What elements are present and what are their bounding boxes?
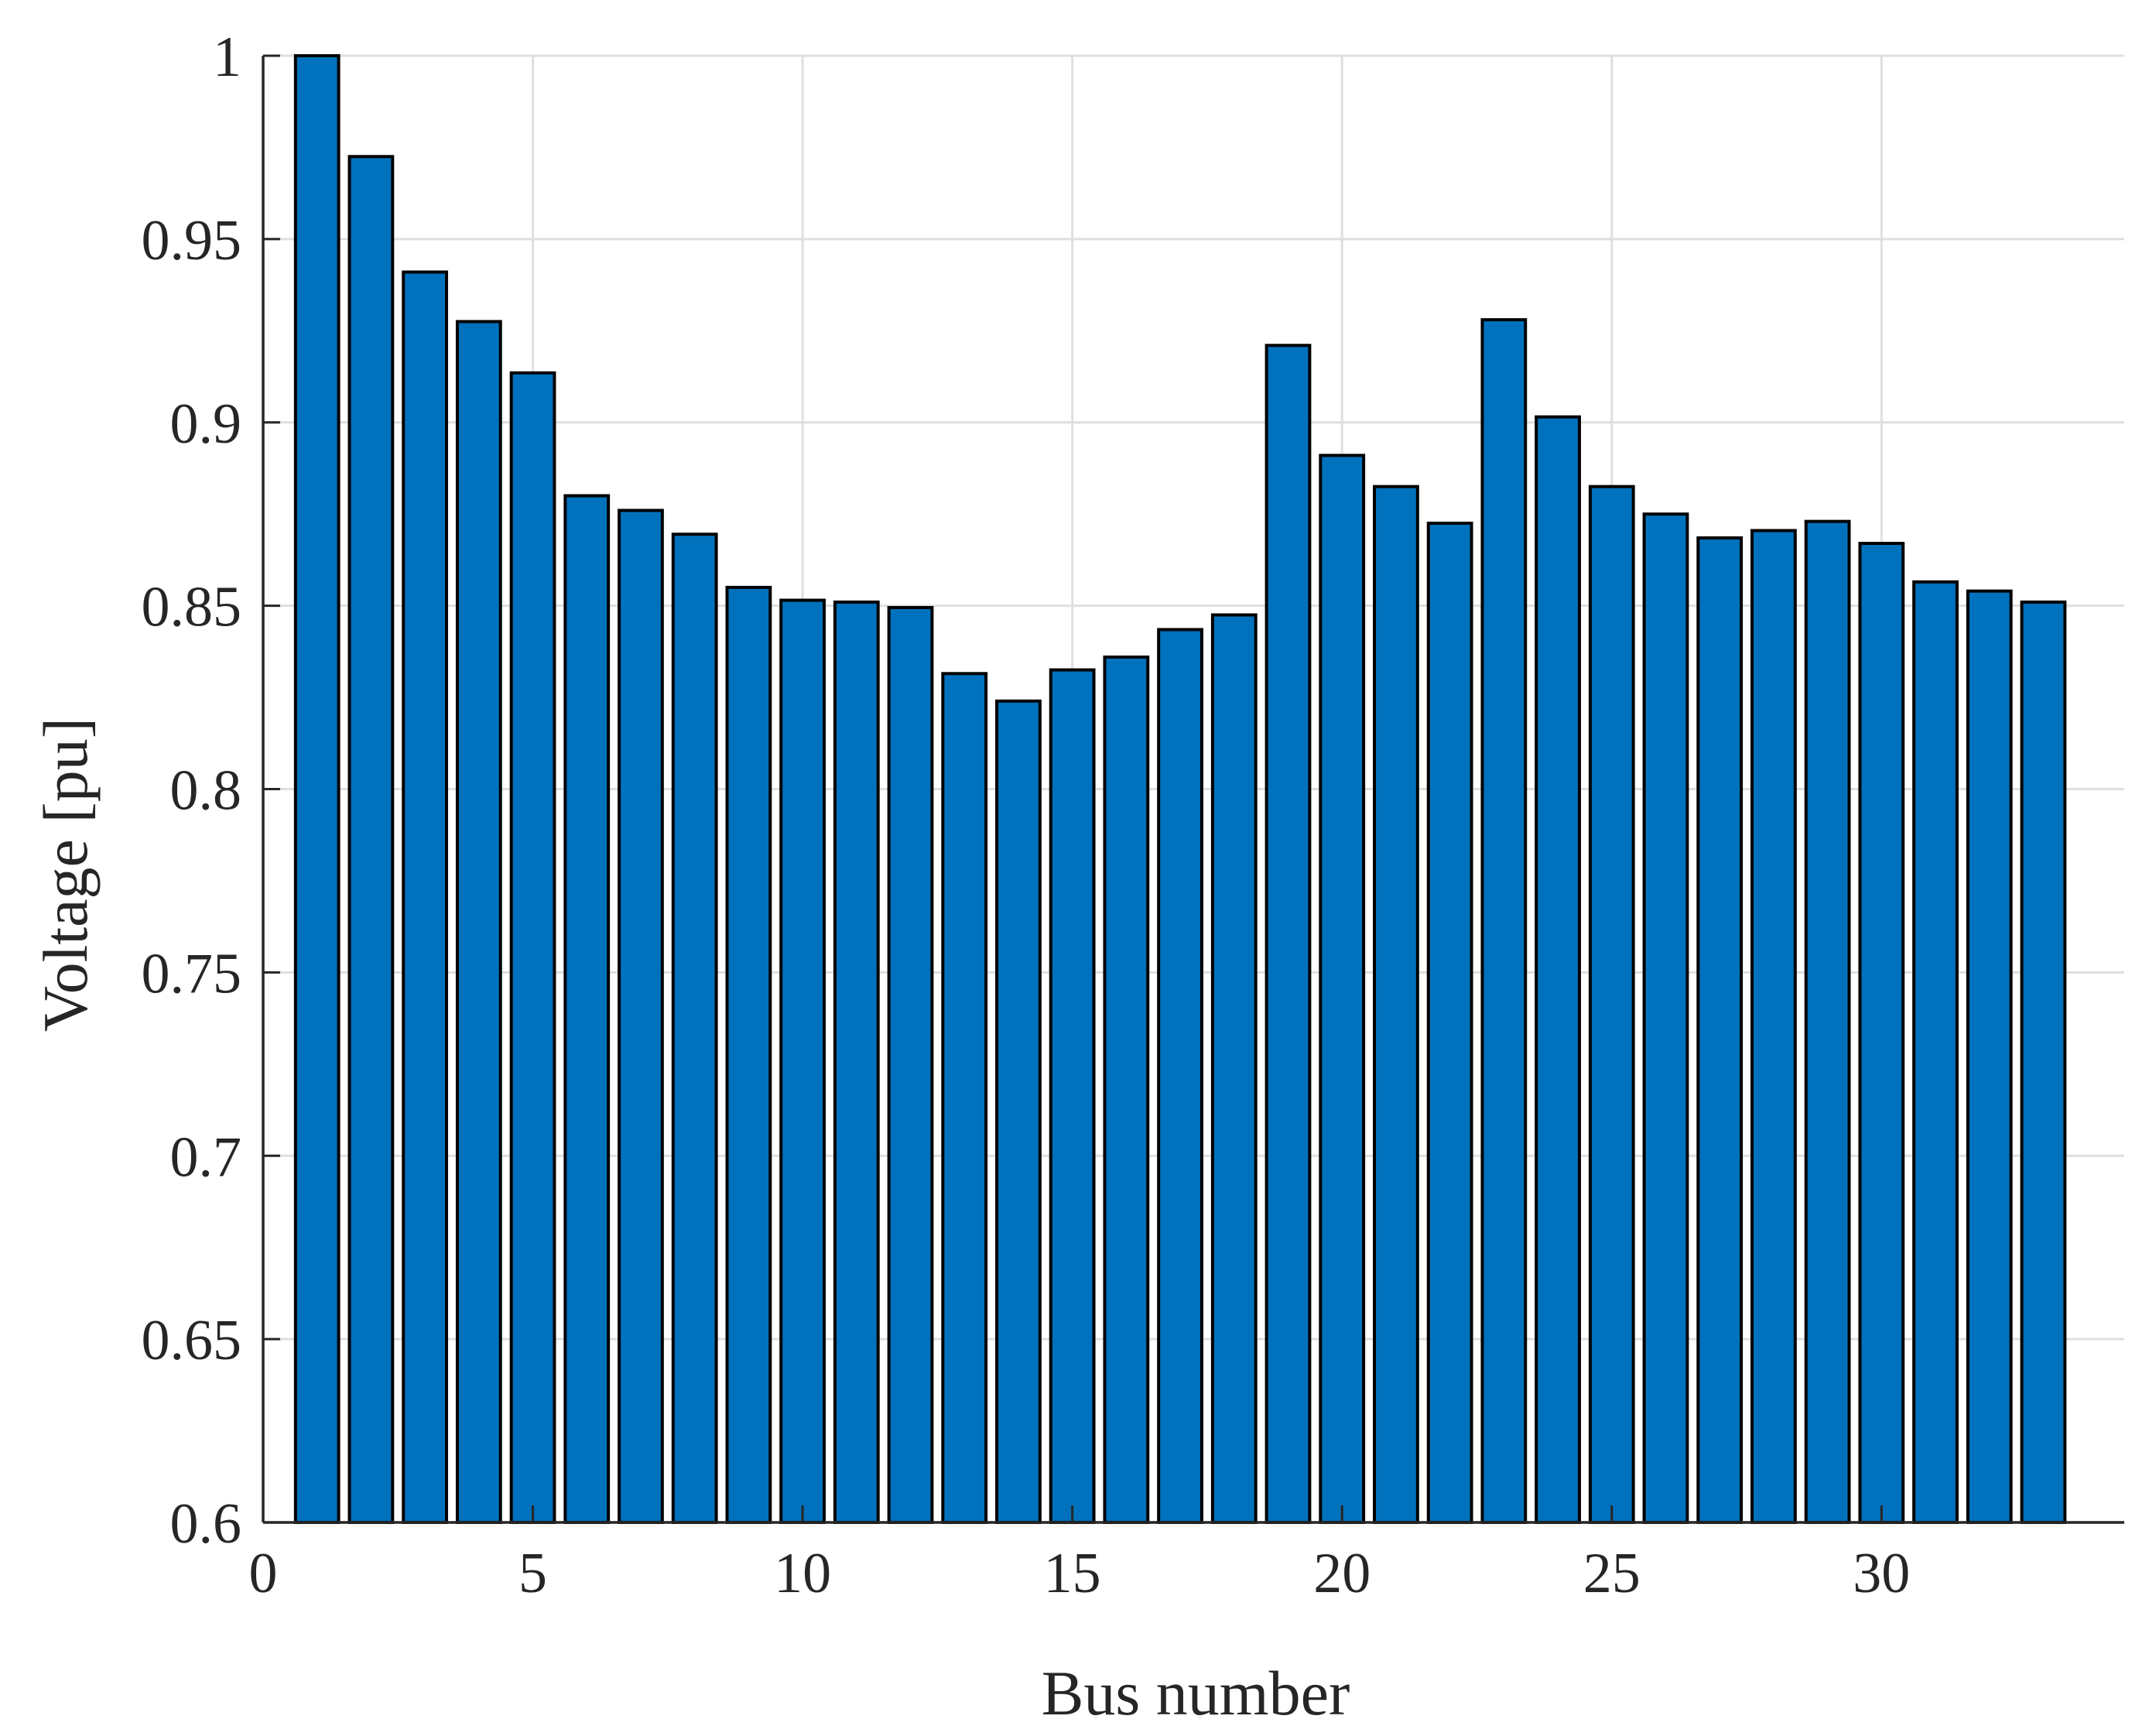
bar-bus-2 xyxy=(347,155,395,1524)
bar-bus-11 xyxy=(833,600,880,1525)
x-tick-label: 0 xyxy=(249,1542,278,1605)
bar-bus-10 xyxy=(779,598,826,1524)
x-tick-label: 30 xyxy=(1853,1542,1910,1605)
bar-bus-6 xyxy=(563,494,611,1524)
y-tick-label: 0.75 xyxy=(142,942,242,1005)
bar-bus-33 xyxy=(2020,600,2067,1525)
x-tick-label: 25 xyxy=(1583,1542,1641,1605)
y-axis-label: Voltage [pu] xyxy=(30,717,101,1032)
y-tick-label: 0.9 xyxy=(170,392,242,456)
tick-labels: 0 5 10 15 20 25 30 0.6 0.65 0.7 0.75 0.8 0.85 0.9 0.95… xyxy=(142,26,1911,1605)
bar-bus-23 xyxy=(1480,318,1528,1525)
x-tick-label: 20 xyxy=(1313,1542,1371,1605)
bars xyxy=(293,54,2067,1525)
x-tick-label: 15 xyxy=(1044,1542,1101,1605)
bar-bus-24 xyxy=(1535,415,1581,1524)
bar-bus-18 xyxy=(1210,613,1258,1524)
bar-bus-19 xyxy=(1265,344,1312,1525)
bar-bus-4 xyxy=(455,320,502,1524)
bar-bus-27 xyxy=(1696,536,1744,1525)
y-tick-label: 1 xyxy=(213,26,241,89)
bar-bus-13 xyxy=(941,672,988,1524)
bar-bus-15 xyxy=(1049,668,1096,1524)
bar-bus-29 xyxy=(1804,519,1851,1524)
bar-bus-26 xyxy=(1642,512,1689,1524)
bar-bus-12 xyxy=(887,605,934,1524)
bar-bus-3 xyxy=(402,270,449,1525)
bar-bus-32 xyxy=(1966,589,2013,1524)
bar-bus-14 xyxy=(995,699,1042,1524)
bar-bus-21 xyxy=(1373,485,1419,1524)
y-tick-label: 0.65 xyxy=(142,1309,242,1372)
bar-bus-25 xyxy=(1588,485,1635,1524)
bar-bus-9 xyxy=(725,585,772,1524)
y-tick-label: 0.7 xyxy=(170,1125,242,1189)
bar-bus-8 xyxy=(671,533,718,1524)
y-tick-label: 0.85 xyxy=(142,576,242,639)
x-tick-label: 5 xyxy=(518,1542,547,1605)
axes xyxy=(262,54,2124,1524)
bar-bus-28 xyxy=(1750,529,1797,1524)
bar-bus-1 xyxy=(293,54,341,1524)
bar-bus-20 xyxy=(1319,454,1366,1525)
bar-bus-30 xyxy=(1858,542,1905,1524)
bar-bus-7 xyxy=(618,509,664,1525)
x-axis-label: Bus number xyxy=(1042,1658,1350,1726)
y-tick-label: 0.95 xyxy=(142,209,242,272)
bar-bus-16 xyxy=(1103,655,1150,1525)
bar-bus-31 xyxy=(1912,580,1959,1524)
bar-bus-17 xyxy=(1157,628,1203,1525)
bar-bus-5 xyxy=(509,371,556,1525)
x-tick-label: 10 xyxy=(774,1542,831,1605)
y-tick-label: 0.6 xyxy=(170,1492,242,1556)
bar-bus-22 xyxy=(1426,522,1473,1524)
y-tick-label: 0.8 xyxy=(170,759,242,823)
